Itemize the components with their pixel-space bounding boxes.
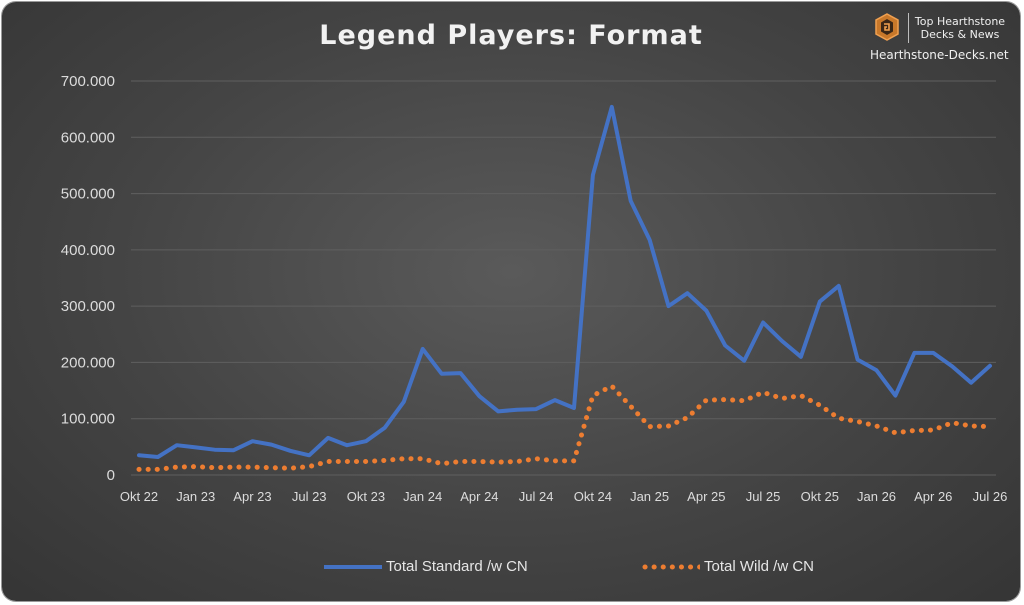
legend-label-standard: Total Standard /w CN	[386, 558, 528, 575]
legend-swatch-wild	[642, 564, 700, 569]
y-tick-label: 100.000	[61, 411, 115, 428]
y-tick-label: 0	[107, 467, 115, 484]
y-tick-label: 300.000	[61, 298, 115, 315]
x-tick-label: Jan 24	[403, 489, 442, 504]
legend-item-standard[interactable]: Total Standard /w CN	[324, 558, 528, 575]
series-line-wild[interactable]	[136, 383, 993, 472]
x-tick-label: Okt 25	[801, 489, 839, 504]
x-tick-label: Apr 23	[233, 489, 271, 504]
y-tick-label: 400.000	[61, 242, 115, 259]
brand-badge[interactable]: Top Hearthstone Decks & News Hearthstone…	[870, 10, 1020, 70]
y-axis-labels: 0 100.000 200.000 300.000 400.000 500.000 600.…	[61, 73, 115, 484]
brand-line-1: Top Hearthstone	[914, 15, 1006, 28]
hearthstone-logo-icon	[875, 13, 899, 41]
x-axis-labels: Okt 22 Jan 23 Apr 23 Jul 23 Okt 23 Jan 24 Apr …	[120, 489, 1008, 504]
x-tick-label: Okt 24	[574, 489, 612, 504]
legend: Total Standard /w CN Total Wild /w CN	[2, 558, 1020, 582]
y-tick-label: 600.000	[61, 129, 115, 146]
x-tick-label: Jul 26	[973, 489, 1008, 504]
legend-label-wild: Total Wild /w CN	[704, 558, 815, 575]
y-tick-label: 200.000	[61, 354, 115, 371]
x-tick-label: Okt 22	[120, 489, 158, 504]
x-tick-label: Apr 26	[914, 489, 952, 504]
gridlines	[131, 80, 996, 476]
series-layer	[136, 104, 993, 472]
y-tick-label: 700.000	[61, 73, 115, 90]
x-tick-label: Jul 25	[746, 489, 781, 504]
x-tick-label: Jul 24	[519, 489, 554, 504]
brand-url[interactable]: Hearthstone-Decks.net	[870, 48, 1009, 62]
legend-swatch-standard	[324, 564, 382, 569]
x-tick-label: Jan 25	[630, 489, 669, 504]
x-tick-label: Apr 25	[687, 489, 725, 504]
x-tick-label: Apr 24	[460, 489, 498, 504]
x-tick-label: Jan 26	[857, 489, 896, 504]
brand-divider	[908, 13, 909, 43]
brand-line-2: Decks & News	[920, 28, 1000, 41]
x-tick-label: Okt 23	[347, 489, 385, 504]
series-line-standard[interactable]	[137, 104, 992, 459]
y-tick-label: 500.000	[61, 186, 115, 203]
legend-item-wild[interactable]: Total Wild /w CN	[642, 558, 814, 575]
x-tick-label: Jan 23	[176, 489, 215, 504]
chart-title: Legend Players: Format	[319, 20, 703, 51]
x-tick-label: Jul 23	[292, 489, 327, 504]
